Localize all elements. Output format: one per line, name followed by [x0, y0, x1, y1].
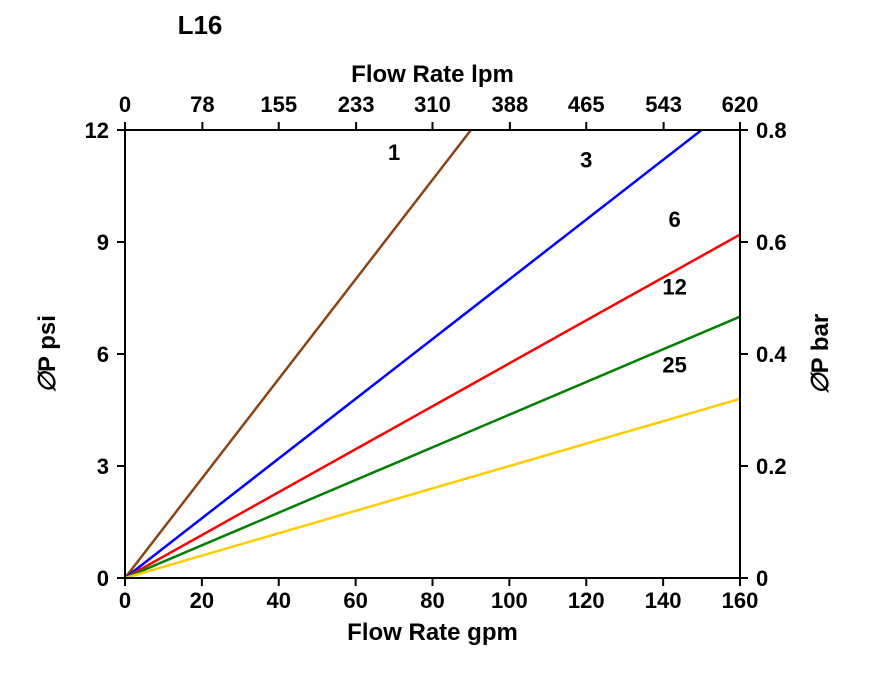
y-right-tick-label: 0: [756, 566, 768, 591]
series-label-6: 6: [669, 207, 681, 232]
x-bottom-tick-label: 100: [491, 588, 528, 613]
series-label-1: 1: [388, 140, 400, 165]
x-bottom-tick-label: 160: [722, 588, 759, 613]
y-right-tick-label: 0.2: [756, 454, 787, 479]
x-bottom-tick-label: 60: [343, 588, 367, 613]
x-bottom-tick-label: 120: [568, 588, 605, 613]
x-top-tick-label: 233: [338, 92, 375, 117]
y-right-tick-label: 0.4: [756, 342, 787, 367]
y-right-tick-label: 0.8: [756, 118, 787, 143]
y-right-tick-label: 0.6: [756, 230, 787, 255]
series-label-3: 3: [580, 147, 592, 172]
y-left-tick-label: 9: [97, 230, 109, 255]
y-left-axis-label: ∅P psi: [34, 315, 61, 393]
series-label-25: 25: [662, 353, 686, 378]
x-bottom-axis-label: Flow Rate gpm: [347, 619, 518, 646]
x-top-axis-label: Flow Rate lpm: [351, 61, 514, 88]
series-label-12: 12: [662, 274, 686, 299]
x-top-tick-label: 465: [568, 92, 605, 117]
x-top-tick-label: 310: [414, 92, 451, 117]
y-left-tick-label: 12: [85, 118, 109, 143]
x-top-tick-label: 543: [645, 92, 682, 117]
pressure-flow-chart: 0204060801001201401600781552333103884655…: [0, 0, 876, 688]
y-left-tick-label: 3: [97, 454, 109, 479]
x-top-tick-label: 388: [492, 92, 529, 117]
y-left-tick-label: 0: [97, 566, 109, 591]
x-bottom-tick-label: 140: [645, 588, 682, 613]
x-bottom-tick-label: 80: [420, 588, 444, 613]
x-bottom-tick-label: 0: [119, 588, 131, 613]
y-right-axis-label: ∅P bar: [807, 314, 834, 395]
chart-title: L16: [178, 10, 223, 40]
x-top-tick-label: 620: [722, 92, 759, 117]
x-top-tick-label: 155: [260, 92, 297, 117]
x-bottom-tick-label: 20: [190, 588, 214, 613]
x-top-tick-label: 0: [119, 92, 131, 117]
chart-container: 0204060801001201401600781552333103884655…: [0, 0, 876, 688]
y-left-tick-label: 6: [97, 342, 109, 367]
x-bottom-tick-label: 40: [267, 588, 291, 613]
x-top-tick-label: 78: [190, 92, 214, 117]
